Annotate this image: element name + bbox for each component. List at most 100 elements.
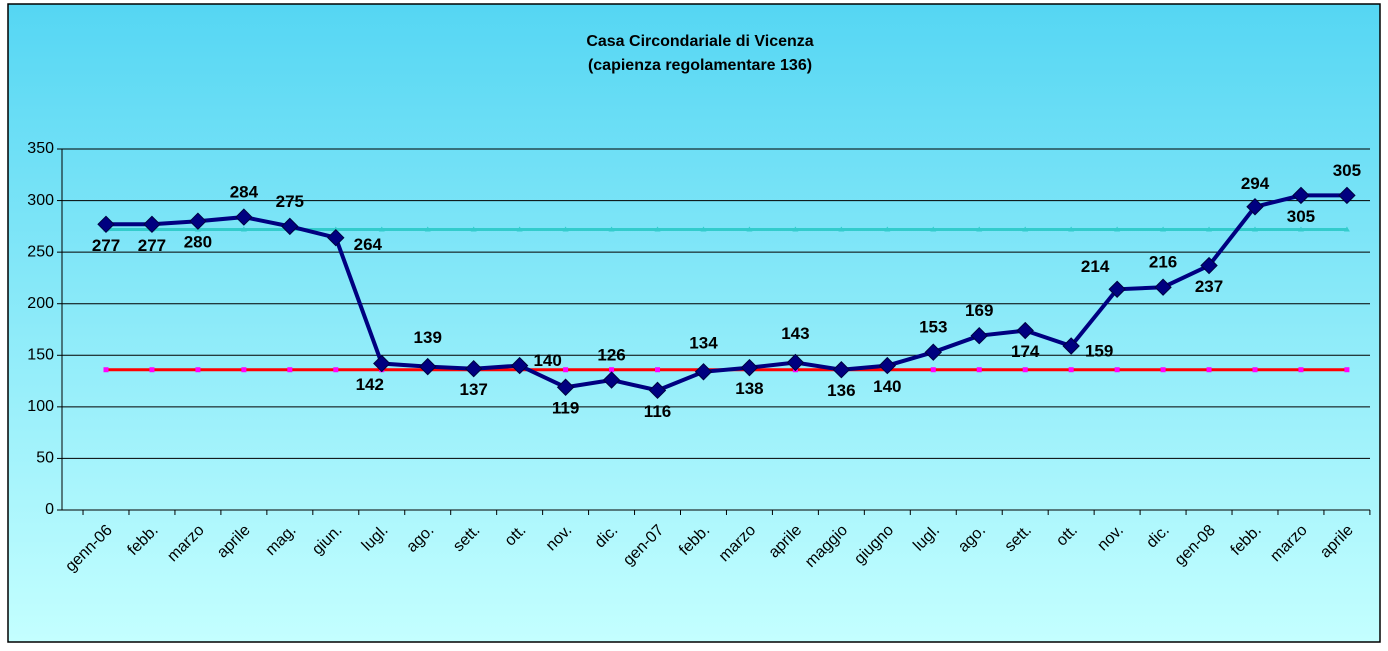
marker (602, 371, 621, 389)
marker (562, 226, 569, 232)
marker (1114, 226, 1121, 232)
marker (1068, 226, 1075, 232)
marker (516, 226, 523, 232)
marker (1292, 186, 1310, 205)
marker (97, 215, 115, 234)
marker (510, 356, 529, 375)
y-tick-label: 250 (27, 243, 54, 260)
data-label: 140 (533, 351, 561, 370)
data-label: 153 (919, 318, 947, 337)
marker (1022, 367, 1028, 373)
marker (235, 208, 253, 226)
data-label: 137 (459, 380, 487, 399)
marker (189, 212, 207, 230)
data-label: 277 (92, 236, 120, 255)
marker (470, 226, 477, 232)
marker (1343, 226, 1350, 232)
chart-area (7, 3, 1381, 643)
y-tick-label: 100 (27, 398, 54, 415)
marker (608, 226, 615, 232)
data-label: 237 (1195, 277, 1223, 296)
marker (976, 367, 982, 373)
y-tick-label: 0 (45, 501, 54, 518)
marker (556, 378, 575, 396)
marker (654, 226, 661, 232)
marker (195, 367, 201, 373)
marker (373, 354, 391, 373)
marker (1154, 278, 1172, 296)
marker (1200, 256, 1218, 275)
data-label: 140 (873, 377, 901, 396)
marker (1338, 186, 1356, 205)
marker (424, 226, 431, 232)
marker (1068, 367, 1074, 373)
marker (694, 363, 713, 381)
data-label: 143 (781, 324, 809, 343)
marker (143, 215, 161, 234)
data-label: 214 (1081, 257, 1110, 276)
marker (648, 381, 667, 400)
y-tick-label: 350 (27, 140, 54, 157)
data-label: 294 (1241, 174, 1270, 193)
data-label: 280 (184, 233, 212, 252)
marker (464, 359, 483, 378)
marker (878, 356, 897, 375)
marker (240, 226, 247, 232)
marker (1297, 226, 1304, 232)
marker (1252, 226, 1258, 232)
marker (1114, 367, 1120, 373)
marker (1160, 367, 1166, 373)
marker (1160, 226, 1167, 232)
data-label: 174 (1011, 342, 1040, 361)
data-label: 139 (414, 328, 442, 347)
marker (1252, 367, 1258, 373)
data-label: 142 (356, 375, 384, 394)
chart-subtitle: (capienza regolamentare 136) (588, 57, 812, 74)
marker (1298, 367, 1304, 373)
marker (378, 226, 385, 232)
marker (1206, 226, 1213, 232)
marker (327, 228, 345, 247)
marker (1016, 321, 1034, 340)
marker (281, 217, 299, 236)
marker (1344, 367, 1350, 373)
marker (924, 343, 942, 361)
data-label: 134 (689, 333, 718, 352)
data-label: 305 (1333, 161, 1361, 180)
marker (740, 358, 759, 377)
data-label: 116 (644, 402, 671, 421)
marker (333, 367, 339, 373)
marker (1062, 337, 1080, 355)
marker (838, 226, 845, 232)
data-label: 275 (276, 192, 304, 211)
marker (287, 367, 293, 373)
y-tick-label: 150 (27, 347, 54, 364)
series-line (106, 193, 1347, 393)
marker (786, 353, 805, 372)
y-tick-label: 300 (27, 192, 54, 209)
marker (419, 357, 437, 376)
marker (103, 367, 109, 373)
marker (970, 326, 988, 345)
marker (746, 226, 753, 232)
marker (241, 367, 247, 373)
data-label: 169 (965, 301, 993, 320)
data-label: 305 (1287, 207, 1315, 226)
data-label: 136 (827, 381, 855, 400)
marker (1108, 280, 1126, 298)
y-tick-label: 50 (36, 450, 54, 467)
data-label: 284 (230, 183, 259, 202)
marker (563, 367, 569, 373)
data-label: 119 (552, 399, 579, 418)
marker (655, 367, 661, 373)
marker (1246, 198, 1264, 216)
data-label: 138 (735, 379, 763, 398)
marker (609, 367, 615, 373)
marker (700, 226, 707, 232)
data-label: 264 (354, 235, 383, 254)
data-label: 277 (138, 236, 166, 255)
marker (884, 226, 891, 232)
marker (930, 226, 937, 232)
marker (792, 226, 799, 232)
marker (976, 226, 983, 232)
